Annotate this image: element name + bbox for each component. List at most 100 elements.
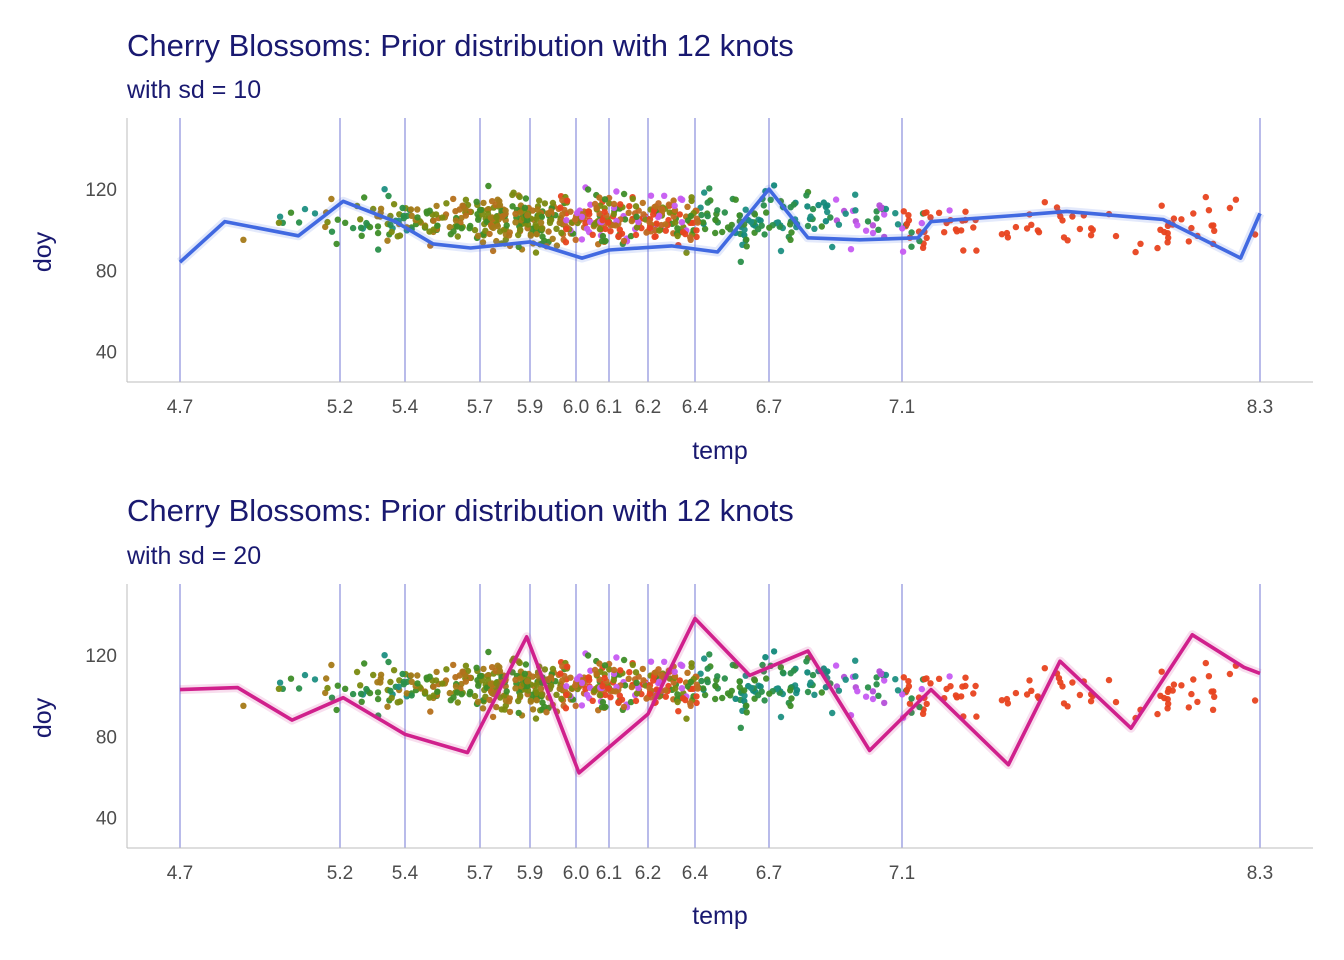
data-point	[687, 212, 694, 220]
data-point	[515, 709, 522, 717]
data-point	[443, 666, 450, 673]
axes	[126, 118, 1313, 383]
data-point	[583, 691, 591, 698]
data-point	[357, 682, 364, 689]
data-point	[1185, 238, 1193, 245]
data-point	[549, 199, 557, 207]
data-point	[477, 672, 485, 680]
data-point	[357, 224, 365, 231]
data-point	[694, 219, 701, 226]
y-tick-label: 80	[96, 261, 117, 282]
x-tick-label: 5.9	[517, 863, 543, 884]
data-point	[613, 654, 620, 661]
data-point	[479, 239, 487, 246]
data-point	[1178, 216, 1185, 223]
data-point	[446, 689, 453, 697]
data-point	[596, 692, 604, 699]
data-point	[822, 203, 830, 211]
data-point	[727, 692, 734, 699]
data-point	[674, 698, 681, 706]
data-point	[596, 660, 603, 667]
x-tick-label: 5.2	[327, 863, 353, 884]
data-point	[676, 677, 683, 684]
data-point	[496, 201, 504, 209]
data-point	[970, 224, 977, 231]
data-point	[361, 194, 368, 201]
data-point	[295, 685, 303, 692]
y-tick-label: 120	[85, 646, 117, 667]
data-point	[689, 219, 697, 226]
data-point	[620, 237, 628, 245]
data-point	[770, 182, 778, 189]
data-point	[755, 692, 762, 699]
data-point	[556, 219, 563, 226]
data-point	[1251, 697, 1259, 704]
data-point	[905, 678, 912, 685]
data-point	[762, 654, 769, 661]
data-point	[650, 211, 657, 218]
data-point	[732, 196, 739, 203]
data-point	[674, 225, 681, 232]
x-tick-label: 4.7	[167, 863, 193, 884]
data-point	[1190, 210, 1197, 217]
data-point	[1251, 231, 1259, 238]
data-point	[549, 235, 556, 242]
x-tick-label: 7.1	[889, 863, 915, 884]
data-point	[601, 662, 609, 669]
data-point	[869, 229, 877, 237]
data-point	[573, 675, 581, 683]
data-point	[515, 243, 522, 251]
data-point	[714, 207, 721, 214]
data-point	[446, 223, 453, 231]
data-point	[1209, 706, 1217, 713]
data-point	[607, 228, 614, 235]
data-point	[741, 687, 748, 694]
data-point	[852, 657, 859, 664]
data-point	[559, 211, 566, 218]
data-point	[876, 668, 883, 675]
data-point	[701, 189, 708, 196]
data-point	[653, 220, 660, 227]
data-point	[432, 677, 440, 684]
data-point	[521, 670, 529, 677]
x-tick-label: 6.4	[682, 397, 709, 418]
data-point	[324, 684, 331, 692]
data-point	[399, 204, 406, 212]
data-point	[466, 225, 473, 232]
data-point	[430, 217, 437, 224]
data-point	[899, 225, 906, 232]
data-point	[1161, 228, 1168, 236]
data-point	[328, 228, 336, 235]
data-point	[627, 232, 635, 240]
scatter-points	[240, 182, 1259, 265]
prior-lines	[179, 614, 1262, 778]
data-point	[559, 677, 566, 684]
data-point	[804, 688, 812, 696]
data-point	[633, 679, 640, 686]
data-point	[670, 197, 677, 204]
data-point	[698, 677, 705, 685]
data-point	[712, 695, 719, 703]
data-point	[475, 216, 482, 223]
data-point	[562, 239, 570, 246]
data-point	[395, 683, 402, 690]
data-point	[414, 680, 421, 687]
data-point	[489, 713, 497, 721]
data-point	[433, 668, 440, 676]
data-point	[558, 229, 565, 236]
data-point	[1087, 232, 1095, 239]
data-point	[450, 661, 457, 669]
data-point	[589, 697, 596, 704]
data-point	[432, 211, 440, 218]
data-point	[959, 683, 966, 690]
y-axis-title: doy	[29, 231, 57, 272]
data-point	[787, 236, 794, 243]
data-point	[732, 695, 739, 702]
data-point	[935, 209, 943, 216]
x-tick-label: 6.4	[682, 863, 709, 884]
data-point	[811, 225, 818, 232]
data-point	[633, 224, 641, 231]
data-point	[324, 218, 331, 226]
data-point	[408, 212, 415, 219]
data-point	[788, 695, 795, 702]
